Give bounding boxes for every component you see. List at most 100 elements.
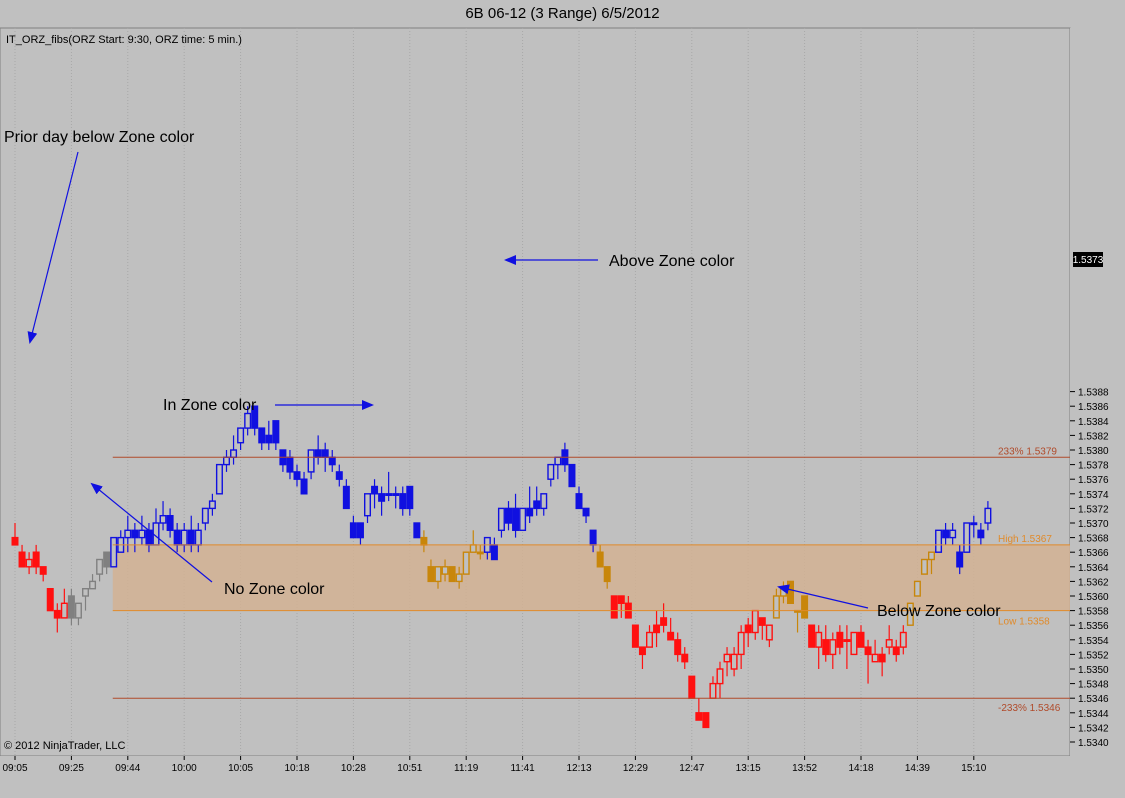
x-tick-label: 13:52: [792, 763, 817, 774]
candle: [251, 405, 259, 436]
y-tick-label: 1.5370: [1078, 519, 1109, 530]
candle-body: [53, 609, 61, 619]
candle-body: [674, 639, 682, 656]
candle: [970, 515, 978, 538]
window-title: 6B 06-12 (3 Range) 6/5/2012: [465, 5, 660, 22]
candle: [138, 515, 146, 545]
candle-body: [871, 653, 879, 663]
candle: [547, 463, 555, 487]
candle-body: [653, 624, 661, 634]
candle: [737, 625, 745, 669]
candle-body: [709, 682, 717, 699]
arrow-no-zone: [90, 482, 213, 583]
candle: [787, 580, 795, 605]
candle-body: [420, 536, 428, 546]
annotation-above-zone-text: Above Zone color: [609, 253, 735, 270]
candle: [660, 603, 668, 633]
candle-body: [878, 653, 886, 663]
candle: [942, 523, 950, 545]
candle: [208, 493, 216, 516]
candle-body: [533, 500, 541, 510]
candle: [772, 588, 780, 619]
candle: [349, 515, 357, 539]
candle: [610, 595, 618, 619]
candle-body: [547, 463, 555, 480]
level-label: High 1.5367: [998, 534, 1052, 545]
candle-body: [526, 507, 534, 517]
candle: [596, 544, 604, 568]
candle-body: [11, 536, 19, 546]
candle: [582, 507, 590, 523]
candle: [364, 493, 372, 523]
candle-body: [970, 522, 978, 526]
candle: [533, 486, 541, 516]
indicator-label: IT_ORZ_fibs(ORZ Start: 9:30, ORZ time: 5…: [6, 34, 242, 46]
candle: [307, 449, 315, 480]
candle: [829, 632, 837, 669]
candle: [89, 574, 97, 590]
candle-body: [638, 646, 646, 656]
candle: [81, 588, 89, 611]
candle: [681, 647, 689, 669]
candle-body: [60, 602, 68, 619]
candle: [25, 552, 33, 575]
candle-body: [476, 551, 484, 555]
candle: [11, 523, 19, 546]
x-tick-label: 14:18: [848, 763, 873, 774]
candle-body: [554, 456, 562, 466]
candle-body: [758, 617, 766, 626]
x-tick-label: 10:18: [284, 763, 309, 774]
candle-body: [899, 631, 907, 648]
candle-body: [913, 580, 921, 597]
y-tick-label: 1.5362: [1078, 577, 1109, 588]
annotation-prior-day-text: Prior day below Zone color: [4, 129, 195, 146]
candle-body: [596, 551, 604, 568]
candle-body: [765, 624, 773, 641]
candle: [744, 617, 752, 648]
candle-body: [695, 712, 703, 721]
candle: [448, 566, 456, 583]
x-tick-label: 09:44: [115, 763, 140, 774]
candle-body: [589, 529, 597, 546]
x-tick-label: 10:28: [341, 763, 366, 774]
copyright-label: © 2012 NinjaTrader, LLC: [4, 740, 125, 752]
candle: [39, 566, 47, 582]
candle-body: [89, 580, 97, 590]
candle-body: [610, 595, 618, 619]
candle: [949, 523, 957, 545]
candle-body: [448, 566, 456, 583]
candle: [434, 566, 442, 589]
candle-body: [441, 566, 449, 575]
candle-body: [928, 551, 936, 561]
plot-area: [0, 27, 1071, 757]
arrow-below-zone: [777, 584, 869, 609]
candle-body: [540, 493, 548, 510]
candle: [215, 463, 223, 495]
candle-body: [321, 449, 329, 458]
candle: [462, 551, 470, 575]
candle: [892, 639, 900, 662]
candle-body: [857, 631, 865, 648]
y-tick-label: 1.5388: [1078, 388, 1109, 399]
candle-body: [512, 507, 520, 531]
candle: [920, 558, 928, 575]
candle: [124, 515, 132, 553]
x-tick-label: 12:47: [679, 763, 704, 774]
x-tick-label: 10:00: [172, 763, 197, 774]
candle: [371, 479, 379, 509]
annotation-below-zone: Below Zone color: [777, 584, 1001, 620]
candle: [667, 617, 675, 641]
candle: [67, 588, 75, 626]
candle: [427, 559, 435, 583]
candle: [378, 486, 386, 516]
candle-body: [892, 646, 900, 656]
last-price-marker: 1.5373: [1073, 252, 1104, 267]
candle: [815, 625, 823, 669]
candle-body: [942, 529, 950, 539]
candle: [695, 698, 703, 721]
annotation-no-zone-text: No Zone color: [224, 581, 325, 598]
candle: [540, 493, 548, 516]
x-tick-label: 13:15: [736, 763, 761, 774]
candle-body: [434, 566, 442, 583]
